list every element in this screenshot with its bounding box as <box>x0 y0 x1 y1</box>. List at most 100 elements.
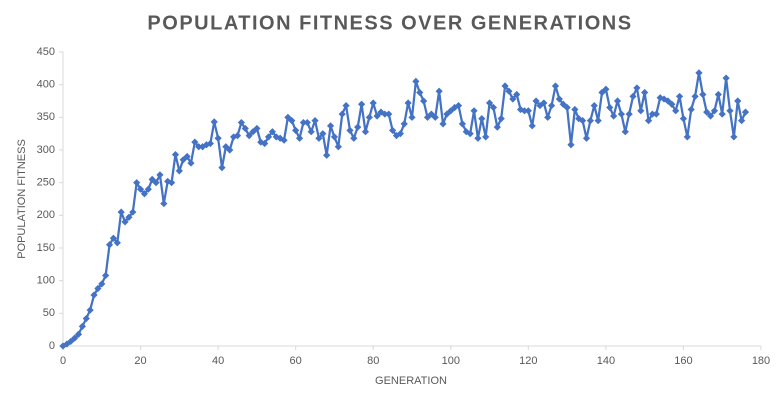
marker <box>369 99 377 107</box>
marker <box>171 150 180 159</box>
marker <box>706 112 715 120</box>
x-tick-label: 160 <box>674 355 692 367</box>
x-tick-label: 120 <box>519 355 537 367</box>
marker <box>280 136 288 144</box>
marker <box>579 117 587 125</box>
marker <box>226 146 234 154</box>
chart-title: POPULATION FITNESS OVER GENERATIONS <box>147 12 632 34</box>
marker <box>206 139 214 148</box>
marker <box>385 110 393 118</box>
marker <box>307 128 315 136</box>
marker <box>617 110 625 118</box>
marker <box>648 110 657 118</box>
marker <box>703 108 711 116</box>
marker <box>528 122 536 130</box>
marker <box>629 92 637 101</box>
marker <box>276 134 284 142</box>
marker <box>323 151 331 159</box>
y-tick-label: 300 <box>37 144 55 156</box>
marker <box>431 113 439 121</box>
marker <box>82 314 90 323</box>
marker <box>470 107 478 115</box>
marker <box>695 69 703 77</box>
marker <box>482 133 490 141</box>
x-tick-label: 20 <box>134 355 146 367</box>
marker <box>679 115 688 123</box>
marker <box>722 74 730 82</box>
y-tick-label: 250 <box>37 177 55 189</box>
marker <box>67 337 75 346</box>
marker <box>381 110 389 118</box>
marker <box>342 101 350 110</box>
marker <box>660 95 668 103</box>
marker <box>575 115 583 123</box>
marker <box>245 132 253 140</box>
marker <box>730 133 738 141</box>
marker <box>602 85 610 93</box>
marker <box>129 208 137 216</box>
marker <box>160 199 168 208</box>
marker <box>237 118 245 127</box>
marker <box>524 107 532 115</box>
marker <box>439 120 447 128</box>
marker <box>738 117 746 125</box>
marker <box>109 234 118 242</box>
marker <box>675 92 684 101</box>
marker <box>78 322 86 330</box>
x-tick-label: 80 <box>367 355 379 367</box>
x-tick-label: 180 <box>752 355 770 367</box>
marker <box>354 123 362 131</box>
marker <box>357 100 366 108</box>
marker <box>408 113 416 121</box>
marker <box>478 115 486 123</box>
marker <box>652 110 660 118</box>
marker <box>346 126 354 134</box>
x-tick-label: 140 <box>597 355 615 367</box>
marker <box>330 133 339 141</box>
marker <box>668 100 676 108</box>
series-line <box>62 71 747 348</box>
marker <box>598 88 606 97</box>
marker <box>350 134 358 142</box>
marker <box>590 101 598 110</box>
marker <box>133 179 141 187</box>
marker <box>241 124 249 133</box>
marker <box>540 99 548 107</box>
y-tick-label: 0 <box>49 340 55 352</box>
marker <box>74 330 83 338</box>
marker <box>466 130 474 138</box>
marker <box>396 130 404 138</box>
marker <box>699 90 707 99</box>
y-tick-label: 150 <box>37 242 55 254</box>
marker <box>497 115 505 123</box>
marker <box>474 134 482 142</box>
marker <box>303 118 311 127</box>
marker <box>299 118 308 127</box>
marker <box>610 112 618 120</box>
marker <box>726 107 734 115</box>
marker <box>140 190 149 198</box>
marker <box>683 133 691 141</box>
marker <box>485 99 494 107</box>
marker <box>86 306 94 314</box>
marker <box>264 133 273 141</box>
marker <box>509 95 517 103</box>
marker <box>261 139 269 148</box>
marker <box>102 271 110 280</box>
marker <box>710 107 719 115</box>
marker <box>125 213 133 221</box>
y-tick-label: 450 <box>37 46 55 58</box>
marker <box>191 138 199 146</box>
marker <box>105 241 114 249</box>
marker <box>365 113 373 121</box>
marker <box>714 90 722 99</box>
marker <box>516 105 525 114</box>
marker <box>586 117 594 125</box>
marker <box>672 107 680 115</box>
x-tick-label: 40 <box>212 355 224 367</box>
y-axis-label: POPULATION FITNESS <box>16 139 28 259</box>
marker <box>338 110 346 118</box>
marker <box>400 120 408 128</box>
y-tick-label: 350 <box>37 111 55 123</box>
marker <box>295 134 304 142</box>
